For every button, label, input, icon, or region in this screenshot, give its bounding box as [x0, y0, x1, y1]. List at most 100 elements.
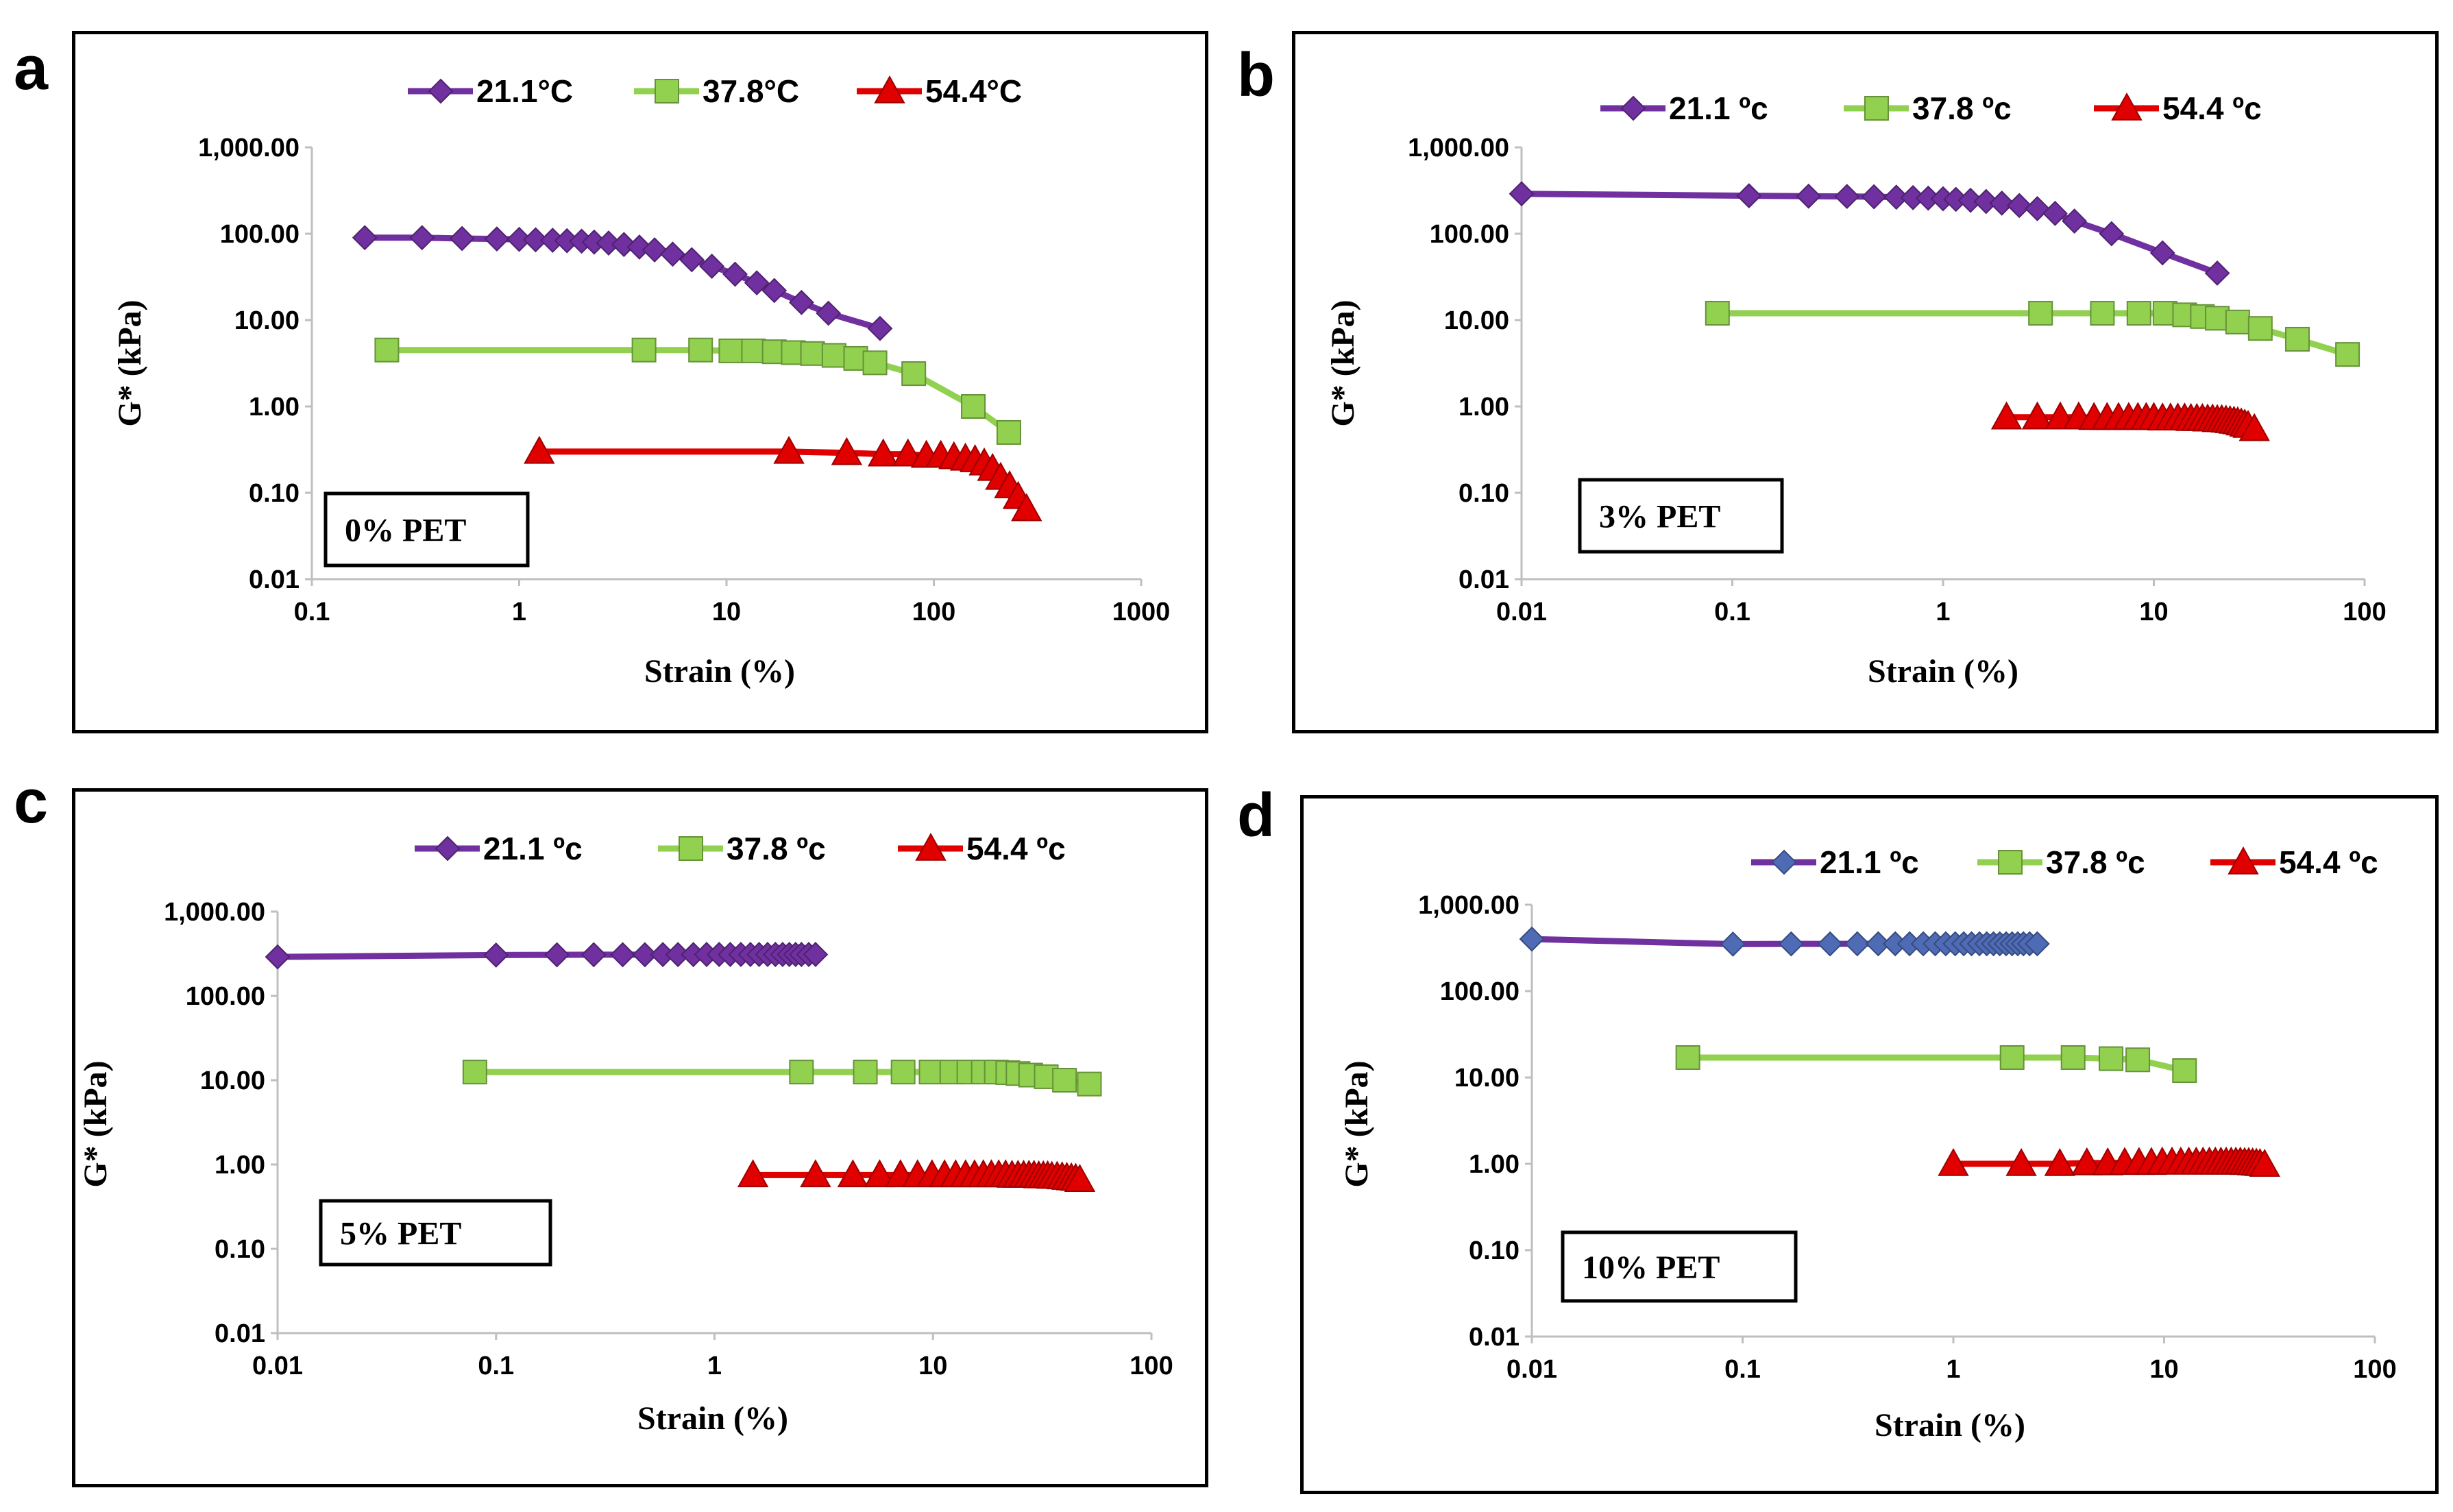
x-axis-title: Strain (%)	[637, 1400, 788, 1437]
data-point	[1675, 1045, 1700, 1070]
y-tick-label: 0.10	[1469, 1236, 1520, 1265]
series-diamond-1	[1509, 181, 2230, 286]
data-point	[1796, 183, 1822, 209]
data-point	[523, 227, 548, 253]
data-point	[892, 438, 924, 467]
data-point	[1509, 181, 1535, 207]
series-square-2	[1705, 301, 2360, 367]
data-point	[2172, 1058, 2197, 1084]
pet-label: 3% PET	[1599, 499, 1720, 535]
panel-letter-d: d	[1237, 781, 1275, 850]
x-tick-label: 10	[918, 1352, 947, 1380]
data-point	[631, 337, 657, 363]
series-triangle-3	[737, 1159, 1096, 1192]
data-point	[2090, 301, 2115, 326]
x-tick-label: 100	[912, 598, 955, 626]
data-point	[789, 289, 814, 315]
data-point	[642, 237, 668, 263]
data-point	[718, 338, 744, 363]
y-tick-label: 0.01	[249, 565, 300, 594]
data-point	[449, 225, 475, 252]
data-point	[1064, 1164, 1096, 1192]
y-tick-label: 10.00	[234, 306, 300, 335]
data-point	[761, 278, 788, 304]
series-diamond-1	[1519, 926, 2050, 957]
pet-label: 0% PET	[345, 513, 466, 549]
data-point	[2025, 196, 2050, 221]
y-tick-label: 0.10	[215, 1235, 265, 1264]
y-tick-label: 0.01	[1459, 565, 1509, 594]
data-point	[2249, 1149, 2280, 1177]
data-point	[803, 942, 829, 967]
data-point	[544, 942, 570, 968]
data-point	[961, 394, 986, 419]
data-point	[773, 435, 805, 464]
data-point	[1973, 188, 1999, 215]
legend-label: 37.8 ºc	[1912, 90, 2012, 126]
y-tick-label: 100.00	[1440, 977, 1520, 1006]
data-point	[1834, 184, 1860, 210]
x-tick-label: 1000	[1112, 598, 1171, 626]
data-point	[688, 337, 713, 363]
legend: 21.1 ºc 37.8 ºc 54.4 ºc	[1751, 844, 2378, 880]
legend-label: 21.1 ºc	[483, 831, 583, 866]
data-point	[1817, 931, 1843, 957]
x-axis-title: Strain (%)	[1875, 1407, 2025, 1443]
legend-marker	[2111, 92, 2143, 121]
x-tick-label: 10	[2149, 1355, 2178, 1384]
data-point	[744, 270, 770, 296]
data-point	[2071, 1147, 2103, 1175]
data-point	[2099, 1046, 2124, 1071]
y-tick-label: 10.00	[1444, 306, 1509, 335]
data-point	[2005, 1147, 2037, 1176]
data-point	[901, 361, 927, 387]
data-point	[1861, 184, 1887, 210]
x-tick-label: 1	[707, 1352, 722, 1380]
data-point	[2028, 301, 2053, 326]
panel-frame-a	[72, 31, 1208, 733]
x-tick-label: 0.01	[1506, 1355, 1557, 1384]
data-point	[2225, 309, 2250, 334]
legend-marker	[1864, 96, 1889, 121]
legend-marker	[2228, 846, 2259, 875]
legend-label: 21.1°C	[476, 73, 573, 109]
y-tick-label: 0.01	[1469, 1323, 1520, 1352]
data-point	[2247, 316, 2273, 341]
y-tick-label: 1,000.00	[164, 898, 265, 927]
panel-letter-b: b	[1237, 41, 1275, 110]
data-point	[1989, 190, 2015, 216]
y-tick-label: 1.00	[215, 1151, 265, 1180]
legend-marker	[1620, 95, 1646, 121]
data-point	[853, 1060, 878, 1085]
data-point	[837, 1159, 869, 1188]
y-tick-label: 100.00	[186, 982, 265, 1011]
y-tick-label: 1.00	[1469, 1150, 1520, 1179]
data-point	[2024, 931, 2050, 957]
y-tick-label: 10.00	[1454, 1064, 1520, 1093]
x-tick-label: 1	[512, 598, 526, 626]
x-tick-label: 1	[1946, 1355, 1960, 1384]
data-point	[2099, 221, 2125, 247]
series-diamond-1	[352, 225, 893, 341]
y-tick-label: 10.00	[200, 1066, 265, 1095]
data-point	[2284, 326, 2310, 352]
data-point	[1011, 493, 1042, 522]
y-tick-label: 100.00	[220, 220, 300, 249]
pet-label-box	[1578, 478, 1784, 554]
x-tick-label: 10	[2139, 598, 2168, 626]
chart-panel-d: 0.01 0.10 1.00 10.00 100.00 1,000.00 0.01 0.1 1 1…	[1339, 844, 2397, 1443]
y-tick-label: 0.10	[249, 479, 300, 508]
data-point	[699, 254, 725, 279]
legend-label: 54.4°C	[925, 73, 1022, 109]
data-point	[862, 350, 888, 376]
x-tick-label: 0.1	[1714, 598, 1750, 626]
series-triangle-3	[1990, 401, 2270, 441]
data-point	[890, 1060, 916, 1085]
data-point	[741, 338, 766, 363]
y-tick-label: 1,000.00	[198, 134, 300, 162]
data-point	[611, 232, 637, 258]
data-point	[1865, 931, 1891, 957]
data-point	[1705, 301, 1730, 326]
legend-label: 54.4 ºc	[966, 831, 1066, 866]
data-point	[352, 225, 378, 251]
